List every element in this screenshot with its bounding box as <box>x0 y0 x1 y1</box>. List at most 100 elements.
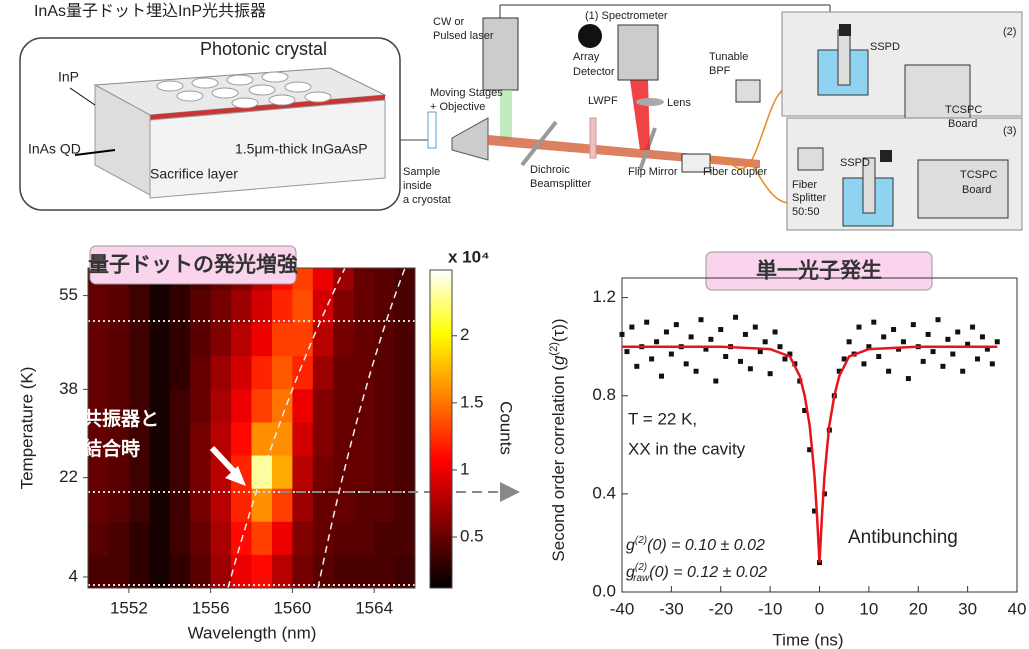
diagram-label: Sacrifice layer <box>150 166 238 182</box>
heatmap-cell <box>149 522 170 556</box>
heatmap-cell <box>108 456 129 490</box>
data-point <box>659 374 664 379</box>
y-tick-label: 22 <box>59 467 78 486</box>
heatmap-cell <box>374 290 395 324</box>
heatmap-cell <box>252 389 273 423</box>
data-point <box>847 339 852 344</box>
heatmap-cell <box>333 323 354 357</box>
heatmap-cell <box>252 456 273 490</box>
colorbar-tick-label: 1 <box>460 459 469 478</box>
diagram-label: (1) Spectrometer <box>585 10 668 22</box>
colorbar-scale: x 10⁴ <box>448 247 490 266</box>
heatmap-cell <box>292 323 313 357</box>
heatmap-cell <box>354 290 375 324</box>
data-point <box>936 317 941 322</box>
heatmap-cell <box>211 356 232 390</box>
heatmap-cell <box>170 422 191 456</box>
heatmap-cell <box>129 356 150 390</box>
y-tick-label: 0.0 <box>592 581 616 600</box>
heatmap-cell <box>272 555 293 589</box>
data-point <box>723 354 728 359</box>
data-point <box>753 325 758 330</box>
heatmap-cell <box>129 555 150 589</box>
heatmap-cell <box>170 456 191 490</box>
equation: g(2)raw(0) = 0.12 ± 0.02 <box>626 562 767 584</box>
heatmap-cell <box>211 389 232 423</box>
annotation: 共振器と <box>83 407 159 430</box>
heatmap-cell <box>170 290 191 324</box>
data-point <box>649 356 654 361</box>
heatmap-cell <box>170 489 191 523</box>
heatmap-cell <box>292 389 313 423</box>
diagram-label: SSPD <box>870 41 900 53</box>
heatmap-cell <box>252 356 273 390</box>
heatmap-cell <box>129 323 150 357</box>
heatmap-cell <box>333 290 354 324</box>
colorbar <box>430 270 452 588</box>
diagram-label: (3) <box>1003 125 1016 137</box>
heatmap-cell <box>211 522 232 556</box>
heatmap-cell <box>231 555 252 589</box>
heatmap-cell <box>211 290 232 324</box>
data-point <box>674 322 679 327</box>
heatmap-cell <box>354 356 375 390</box>
data-point <box>634 364 639 369</box>
equation-part: (2) <box>635 562 647 573</box>
heatmap-cell <box>395 555 416 589</box>
diagram-label: Board <box>948 118 977 130</box>
diagram-label: Fiber <box>792 179 817 191</box>
heatmap-cell <box>231 422 252 456</box>
data-point <box>950 352 955 357</box>
data-point <box>857 325 862 330</box>
diagram-label: CW or <box>433 16 465 28</box>
heatmap-cell <box>170 522 191 556</box>
heatmap-cell <box>313 290 334 324</box>
heatmap-cell <box>211 323 232 357</box>
heatmap-cell <box>395 422 416 456</box>
heatmap-cell <box>374 555 395 589</box>
heatmap-cell <box>354 456 375 490</box>
x-tick-label: 0 <box>815 599 824 618</box>
heatmap-cell <box>272 422 293 456</box>
heatmap-cell <box>190 290 211 324</box>
equation-part: (0) = 0.10 ± 0.02 <box>647 537 765 554</box>
diagram-title: InAs量子ドット埋込InP光共振器 <box>34 2 266 20</box>
heatmap-cell <box>149 356 170 390</box>
y-axis-label-part: (τ)) <box>549 318 568 342</box>
heatmap-cell <box>374 489 395 523</box>
heatmap-cell <box>272 389 293 423</box>
diagram-label: Dichroic <box>530 164 570 176</box>
heatmap-cell <box>231 290 252 324</box>
x-tick-label: 1560 <box>273 598 311 617</box>
heatmap-cell <box>354 323 375 357</box>
diagram-label: TCSPC <box>960 169 997 181</box>
heatmap-cell <box>88 555 109 589</box>
x-tick-label: 1564 <box>355 598 393 617</box>
heatmap-cell <box>88 456 109 490</box>
diagram-label: inside <box>403 180 432 192</box>
heatmap-cell <box>108 555 129 589</box>
data-point <box>970 325 975 330</box>
heatmap-cell <box>395 323 416 357</box>
heatmap-cell <box>374 456 395 490</box>
annotation: Antibunching <box>848 527 958 548</box>
diagram-label: Pulsed laser <box>433 30 494 42</box>
diagram-label: BPF <box>709 65 731 77</box>
x-axis-label: Wavelength (nm) <box>188 623 317 642</box>
heatmap-cell <box>395 257 416 291</box>
heatmap-cell <box>272 522 293 556</box>
y-tick-label: 4 <box>69 566 78 585</box>
heatmap-cell <box>170 389 191 423</box>
heatmap-cell <box>395 456 416 490</box>
heatmap-cell <box>333 555 354 589</box>
heatmap-cell <box>313 356 334 390</box>
heatmap-cell <box>333 257 354 291</box>
data-point <box>881 334 886 339</box>
heatmap-cell <box>313 456 334 490</box>
data-point <box>773 329 778 334</box>
diagram-label: Moving Stages <box>430 87 503 99</box>
heatmap-cell <box>190 522 211 556</box>
data-point <box>718 327 723 332</box>
heatmap-cell <box>211 555 232 589</box>
heatmap-cell <box>313 422 334 456</box>
